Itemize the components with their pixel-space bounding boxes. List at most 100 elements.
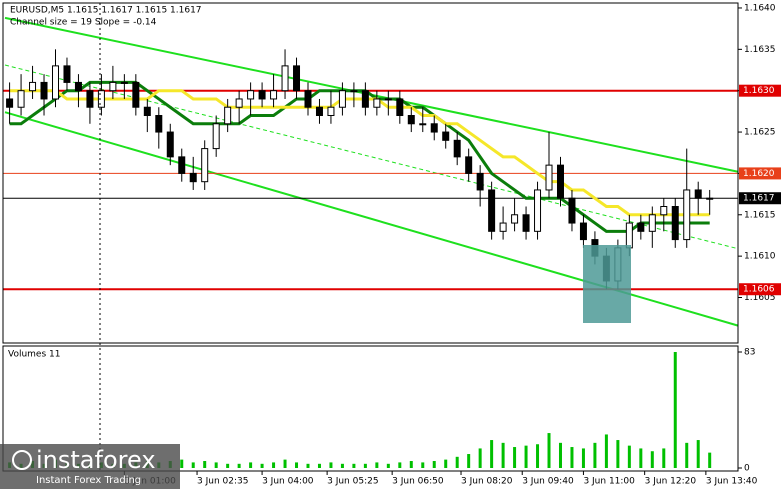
candle-body (132, 81, 140, 108)
candle-body (201, 148, 209, 183)
candle-body (488, 189, 496, 232)
volume-bar (627, 445, 631, 468)
volume-bar (673, 352, 677, 468)
candle-body (671, 206, 679, 241)
candle-body (235, 98, 243, 108)
candle-body (648, 214, 656, 232)
candle-body (51, 65, 59, 100)
candle-body (97, 90, 105, 108)
candle-body (453, 139, 461, 158)
candle-body (29, 81, 37, 92)
candle-body (625, 222, 633, 249)
candle-body (683, 189, 691, 241)
chart-subtitle: Channel size = 19 Slope = -0.14 (10, 18, 157, 28)
level-label: 1.1617 (743, 194, 775, 204)
volume-bar (478, 448, 482, 468)
plot-layer (3, 16, 739, 468)
volume-bar (203, 461, 207, 468)
chart-title: EURUSD,M5 1.1615 1.1617 1.1615 1.1617 (10, 6, 202, 16)
candle-body (17, 90, 25, 108)
volume-bar (180, 459, 184, 468)
candle-body (224, 106, 232, 125)
candle-body (247, 90, 255, 100)
volume-bar (604, 434, 608, 468)
volume-tick-label: 0 (744, 464, 750, 474)
candle-body (511, 214, 519, 224)
x-tick-label: 3 Jun 05:25 (327, 477, 378, 487)
volume-bar (581, 448, 585, 468)
volume-title: Volumes 11 (8, 350, 60, 360)
channel-middle (4, 64, 739, 250)
x-tick-label: 3 Jun 12:20 (645, 477, 697, 487)
candle-body (373, 98, 381, 108)
candle-body (304, 90, 312, 108)
volume-bar (421, 462, 425, 468)
volume-bar (455, 456, 459, 468)
volume-bar (432, 461, 436, 468)
candle-body (155, 115, 163, 133)
candle-body (660, 206, 668, 216)
x-tick-label: 3 Jun 04:00 (262, 477, 314, 487)
candle-body (522, 214, 530, 232)
highlight-box (583, 245, 631, 323)
price-panel-frame (2, 2, 739, 344)
volume-bar (409, 461, 413, 468)
volume-bar (639, 448, 643, 468)
volume-bar (295, 462, 299, 468)
candle-body (166, 131, 174, 158)
volume-bar (317, 463, 321, 468)
volume-bar (501, 442, 505, 468)
volume-bar (524, 445, 528, 468)
candle-body (465, 156, 473, 174)
logo: instaforex Instant Forex Trading (0, 444, 180, 489)
candle-body (327, 106, 335, 117)
candle-body (74, 81, 82, 92)
y-tick-label: 1.1640 (744, 3, 776, 13)
volume-bar (214, 462, 218, 468)
volume-bar (237, 463, 241, 468)
y-tick-label: 1.1610 (744, 252, 776, 262)
candle-body (476, 172, 484, 191)
candle-body (143, 106, 151, 117)
volume-bar (662, 448, 666, 468)
candle-body (694, 189, 702, 199)
candle-body (270, 90, 278, 100)
level-label-box (739, 167, 781, 180)
candle-body (6, 98, 14, 108)
volume-bar (490, 440, 494, 468)
level-label-box (739, 192, 781, 205)
candle-body (637, 222, 645, 232)
candle-body (338, 90, 346, 108)
logo-background (0, 444, 180, 489)
volume-bar (570, 447, 574, 468)
x-tick-label: 3 Jun 08:20 (461, 477, 513, 487)
candle-body (384, 98, 392, 101)
overlay-layer: 1.1605 1.1610 1.1615 1.1620 1.1625 1.1630 1.16… (123, 3, 781, 487)
volume-bar (226, 463, 230, 468)
volume-bar (558, 442, 562, 468)
volume-bar (329, 462, 333, 468)
candle-body (545, 164, 553, 191)
volume-bar (363, 463, 367, 468)
x-tick-label: 3 Jun 02:35 (197, 477, 248, 487)
candle-body (579, 222, 587, 241)
volume-bar (650, 451, 654, 468)
y-tick-label: 1.1635 (744, 45, 776, 55)
volume-bar (685, 442, 689, 468)
volume-tick-label: 83 (744, 348, 755, 358)
candle-body (258, 90, 266, 100)
candle-body (86, 90, 94, 108)
volume-bar (467, 454, 471, 468)
level-label: 1.1620 (743, 169, 775, 179)
candle-body (178, 156, 186, 174)
x-tick-label: 3 Jun 13:40 (706, 477, 758, 487)
candle-body (396, 98, 404, 117)
candle-body (212, 123, 220, 150)
candle-body (419, 123, 427, 126)
volume-bar (593, 442, 597, 468)
candle-body (293, 65, 301, 92)
volume-bar (340, 463, 344, 468)
volume-bar (536, 444, 540, 468)
candle-body (189, 172, 197, 183)
